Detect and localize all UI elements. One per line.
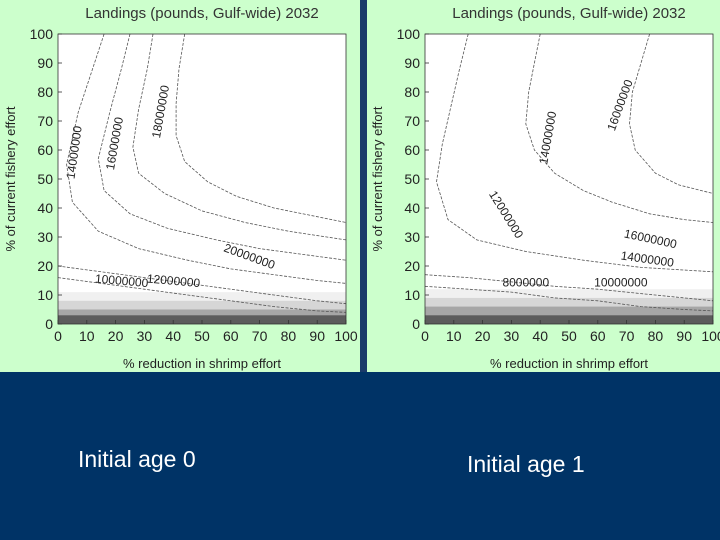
y-tick-label: 80 [404, 84, 420, 100]
contour-label-12000000: 12000000 [146, 272, 201, 291]
x-tick-label: 80 [281, 328, 297, 344]
contour-line-10000000 [424, 274, 714, 302]
y-tick-label: 70 [37, 113, 53, 129]
contour-label-10000000: 10000000 [95, 272, 150, 291]
x-tick-label: 40 [532, 328, 548, 344]
x-tick-label: 90 [676, 328, 692, 344]
panel-divider [360, 0, 367, 372]
x-tick-label: 60 [223, 328, 239, 344]
y-tick-label: 40 [37, 200, 53, 216]
landings-contour-chart-age-0: Landings (pounds, Gulf-wide) 2032 1000000… [3, 5, 358, 371]
x-tick-label: 40 [165, 328, 181, 344]
x-axis-label: % reduction in shrimp effort [123, 356, 281, 371]
x-tick-label: 20 [108, 328, 124, 344]
y-tick-label: 10 [404, 287, 420, 303]
contour-band-3 [425, 315, 713, 324]
y-tick-label: 30 [404, 229, 420, 245]
y-tick-label: 60 [37, 142, 53, 158]
x-tick-label: 30 [137, 328, 153, 344]
y-tick-label: 30 [37, 229, 53, 245]
y-tick-label: 90 [404, 55, 420, 71]
y-tick-label: 10 [37, 287, 53, 303]
contour-label-10000000: 10000000 [594, 275, 648, 289]
contour-line-16000000 [629, 33, 714, 194]
chart-title: Landings (pounds, Gulf-wide) 2032 [452, 5, 685, 22]
x-tick-label: 100 [334, 328, 358, 344]
landings-contour-chart-age-1: Landings (pounds, Gulf-wide) 2032 8000000… [370, 5, 720, 371]
y-tick-label: 100 [30, 26, 54, 42]
x-axis-label: % reduction in shrimp effort [490, 356, 648, 371]
y-tick-label: 50 [37, 171, 53, 187]
x-tick-label: 50 [194, 328, 210, 344]
y-axis-label: % of current fishery effort [3, 106, 18, 251]
contour-line-14000000 [525, 33, 714, 223]
contour-line-16000000 [97, 33, 347, 261]
plot-area [425, 34, 713, 324]
y-tick-label: 0 [45, 316, 53, 332]
x-tick-label: 60 [590, 328, 606, 344]
chart-panel-initial-age-0: Landings (pounds, Gulf-wide) 2032 1000000… [0, 0, 360, 372]
contour-line-20000000 [175, 33, 347, 223]
y-tick-label: 20 [404, 258, 420, 274]
x-tick-label: 50 [561, 328, 577, 344]
x-tick-label: 20 [475, 328, 491, 344]
x-tick-label: 0 [421, 328, 429, 344]
contour-line-18000000 [132, 33, 347, 241]
x-tick-label: 100 [701, 328, 720, 344]
x-tick-label: 10 [79, 328, 95, 344]
y-tick-label: 80 [37, 84, 53, 100]
y-tick-label: 60 [404, 142, 420, 158]
y-tick-label: 100 [397, 26, 421, 42]
caption-initial-age-1: Initial age 1 [467, 451, 585, 477]
caption-initial-age-0: Initial age 0 [78, 446, 196, 472]
y-tick-label: 50 [404, 171, 420, 187]
contour-line-12000000 [436, 33, 714, 273]
y-tick-label: 40 [404, 200, 420, 216]
y-tick-label: 90 [37, 55, 53, 71]
contour-line-10000000 [57, 277, 347, 313]
contour-line-14000000 [66, 33, 347, 284]
x-tick-label: 70 [619, 328, 635, 344]
contour-label-8000000: 8000000 [502, 275, 549, 289]
x-tick-label: 10 [446, 328, 462, 344]
x-tick-label: 30 [504, 328, 520, 344]
chart-title: Landings (pounds, Gulf-wide) 2032 [85, 5, 318, 22]
y-axis-label: % of current fishery effort [370, 106, 385, 251]
contour-band-3 [58, 315, 346, 324]
plot-area [58, 34, 346, 324]
chart-panel-initial-age-1: Landings (pounds, Gulf-wide) 2032 8000000… [367, 0, 720, 372]
x-tick-label: 80 [648, 328, 664, 344]
x-tick-label: 90 [309, 328, 325, 344]
y-tick-label: 0 [412, 316, 420, 332]
contour-line-12000000 [57, 265, 347, 305]
contour-line-8000000 [424, 285, 714, 312]
x-tick-label: 0 [54, 328, 62, 344]
y-tick-label: 70 [404, 113, 420, 129]
x-tick-label: 70 [252, 328, 268, 344]
y-tick-label: 20 [37, 258, 53, 274]
